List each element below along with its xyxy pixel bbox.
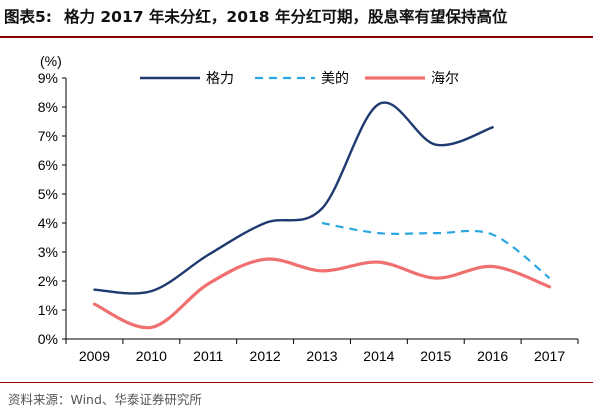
y-tick-label: 3% [38, 244, 58, 260]
x-tick-label: 2013 [306, 348, 337, 364]
x-tick-label: 2009 [79, 348, 110, 364]
x-tick-label: 2011 [193, 348, 223, 364]
y-tick-label: 2% [38, 273, 58, 289]
y-tick-label: 5% [38, 186, 58, 202]
x-tick-label: 2014 [363, 348, 394, 364]
x-tick-label: 2017 [534, 348, 565, 364]
y-tick-label: 9% [38, 70, 58, 86]
figure-label: 图表5: [4, 8, 52, 26]
x-tick-label: 2016 [477, 348, 508, 364]
legend-label: 美的 [321, 70, 349, 86]
chart-series [92, 101, 552, 330]
series-line-midea [321, 221, 551, 279]
legend-label: 海尔 [431, 70, 459, 86]
y-tick-label: 1% [38, 302, 58, 318]
series-line-haier [92, 257, 552, 330]
source-divider [0, 382, 593, 383]
y-tick-label: 4% [38, 215, 58, 231]
title-divider [0, 36, 593, 38]
chart-title: 图表5: 格力 2017 年未分红，2018 年分红可期，股息率有望保持高位 [0, 0, 593, 34]
source-note: 资料来源：Wind、华泰证券研究所 [8, 392, 202, 407]
y-tick-label: 0% [38, 331, 58, 347]
y-tick-label: 7% [38, 128, 58, 144]
figure-title: 格力 2017 年未分红，2018 年分红可期，股息率有望保持高位 [63, 8, 508, 26]
y-tick-label: 6% [38, 157, 58, 173]
x-tick-label: 2010 [136, 348, 167, 364]
y-tick-label: 8% [38, 99, 58, 115]
legend-label: 格力 [206, 70, 234, 86]
series-line-gree [93, 101, 494, 295]
x-tick-label: 2012 [250, 348, 281, 364]
x-tick-label: 2015 [420, 348, 451, 364]
line-chart: 0% 1% 2% 3% 4% 5% 6% 7% 8% 9%(%) 2009 2010 2011 2012 2… [38, 53, 579, 364]
y-unit-label: (%) [40, 53, 62, 69]
chart-legend: 格力 美的 海尔 [140, 70, 459, 86]
chart-axes: 0% 1% 2% 3% 4% 5% 6% 7% 8% 9%(%) 2009 2010 2011 2012 2… [38, 53, 579, 364]
